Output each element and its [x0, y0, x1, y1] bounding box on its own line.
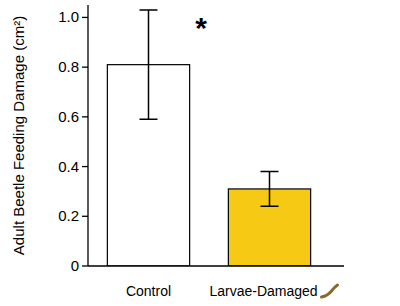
bars: [107, 10, 310, 266]
x-tick-label: Larvae-Damaged: [209, 283, 317, 299]
x-tick-label: Control: [126, 283, 171, 299]
y-axis-label: Adult Beetle Feeding Damage (cm²): [10, 16, 27, 255]
y-tick-label: 1.0: [58, 8, 79, 25]
y-axis: [87, 5, 88, 266]
y-tick-label: 0: [71, 257, 79, 274]
y-tick: [82, 116, 88, 117]
y-tick-label: 0.4: [58, 158, 79, 175]
y-tick: [82, 66, 88, 67]
y-tick-label: 0.8: [58, 58, 79, 75]
larva-icon: [322, 285, 338, 297]
y-tick: [82, 216, 88, 217]
error-bar: [140, 10, 158, 119]
chart-container: 0 0.2 0.4 0.6 0.8 1.0 Control Larvae-Damaged * Ad…: [0, 0, 400, 306]
x-axis: [88, 265, 344, 266]
y-tick: [82, 17, 88, 18]
y-tick: [82, 166, 88, 167]
chart: 0 0.2 0.4 0.6 0.8 1.0 Control Larvae-Damaged * Ad…: [0, 0, 400, 306]
y-tick-label: 0.6: [58, 108, 79, 125]
error-bar: [261, 172, 279, 207]
significance-marker: *: [195, 11, 207, 44]
y-tick: [82, 265, 88, 266]
y-tick-label: 0.2: [58, 207, 79, 224]
